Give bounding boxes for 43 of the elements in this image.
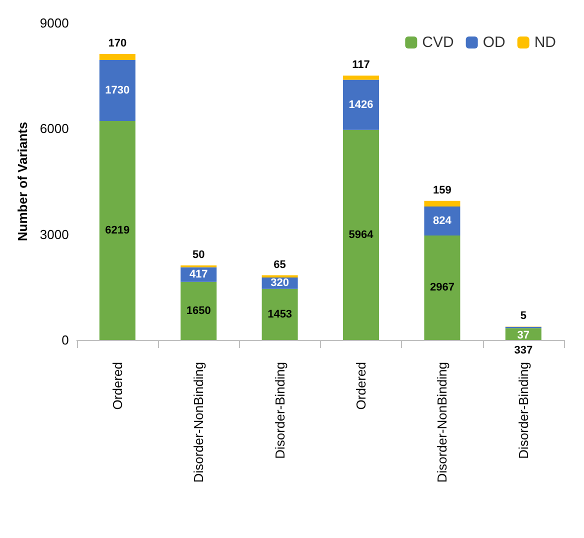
bar xyxy=(343,76,380,80)
data-label: 2967 xyxy=(430,282,454,294)
legend-label: ND xyxy=(534,34,556,51)
x-tick-label: Disorder-NonBinding xyxy=(434,362,450,483)
legend-label: CVD xyxy=(422,34,454,51)
data-label: 117 xyxy=(352,59,370,72)
bar xyxy=(424,206,460,236)
bar xyxy=(99,60,136,121)
bar xyxy=(180,282,217,340)
x-tick-label: Disorder-Binding xyxy=(272,362,288,459)
data-label: 320 xyxy=(270,277,289,290)
bar xyxy=(343,130,380,340)
x-tick-label: Ordered xyxy=(354,362,369,410)
x-tick-label: Ordered xyxy=(110,362,125,410)
data-label: 1730 xyxy=(105,84,130,96)
bar xyxy=(424,235,460,340)
y-tick-label: 0 xyxy=(62,332,69,348)
data-label: 1650 xyxy=(186,304,211,317)
bar xyxy=(99,120,136,340)
y-tick-label: 6000 xyxy=(40,121,69,136)
data-label: 65 xyxy=(274,258,286,271)
y-tick-label: 3000 xyxy=(40,226,69,242)
data-label: 159 xyxy=(433,184,452,196)
data-label: 50 xyxy=(192,248,205,261)
bar xyxy=(262,288,298,340)
data-label: 824 xyxy=(433,214,452,227)
data-label: 5964 xyxy=(348,228,374,241)
legend-label: OD xyxy=(482,34,506,51)
y-axis-title: Number of Variants xyxy=(15,122,30,242)
data-label: 1426 xyxy=(348,98,374,111)
x-tick-label: Disorder-NonBinding xyxy=(191,362,206,483)
bar xyxy=(424,200,460,206)
bar xyxy=(99,54,136,60)
data-label: 6219 xyxy=(105,224,130,236)
x-tick-label: Disorder-Binding xyxy=(516,362,531,459)
bar xyxy=(343,80,380,130)
data-label: 37 xyxy=(517,329,530,342)
data-label: 337 xyxy=(514,344,533,356)
y-tick-label: 9000 xyxy=(40,16,69,30)
data-label: 417 xyxy=(189,268,208,281)
data-label: 1453 xyxy=(268,308,292,320)
data-label: 170 xyxy=(108,38,127,50)
data-label: 5 xyxy=(520,310,526,322)
